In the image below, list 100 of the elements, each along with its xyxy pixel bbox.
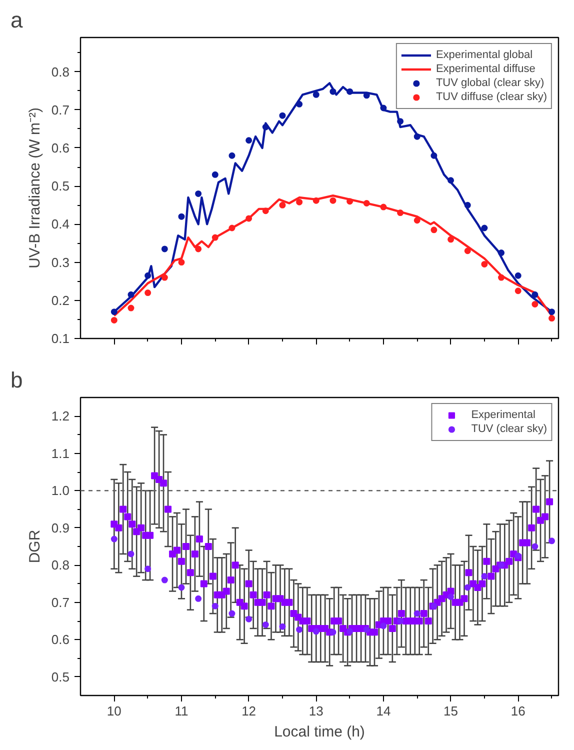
point <box>178 213 185 220</box>
y-tick-label: 0.1 <box>51 331 70 346</box>
point <box>161 274 168 281</box>
y-tick-label: 1.1 <box>51 446 70 461</box>
y-tick-label: 0.6 <box>51 632 70 648</box>
point <box>481 260 488 268</box>
point <box>195 595 202 602</box>
text: a <box>10 8 24 32</box>
point <box>498 250 505 256</box>
point <box>144 566 152 572</box>
point <box>262 208 269 214</box>
point <box>279 112 286 119</box>
legend-label: Experimental global <box>436 48 533 62</box>
point <box>380 204 387 210</box>
point <box>212 234 218 241</box>
point <box>128 291 134 298</box>
y-tick-label: 0.7 <box>51 102 70 118</box>
x-tick-label: 10 <box>106 704 122 718</box>
y-tick-label: 0.5 <box>51 669 70 684</box>
point <box>128 304 134 312</box>
text: b <box>10 368 23 392</box>
point <box>195 190 202 197</box>
point <box>346 88 354 95</box>
point <box>228 610 236 617</box>
point <box>161 576 168 584</box>
point <box>128 550 134 558</box>
y-axis-title: UV-B Irradiance (W m⁻²) <box>26 108 44 268</box>
point <box>144 290 152 296</box>
point <box>548 538 556 544</box>
legend-label: TUV global (clear sky) <box>436 76 544 90</box>
y-tick-label: 0.8 <box>51 558 70 573</box>
point <box>397 210 404 216</box>
point <box>514 288 522 294</box>
point <box>296 100 303 108</box>
y-tick-label: 0.3 <box>51 254 70 270</box>
y-axis-title: DGR <box>26 530 44 564</box>
point <box>532 291 538 298</box>
point <box>464 248 471 254</box>
point <box>397 618 404 624</box>
point <box>380 622 387 630</box>
point <box>312 197 320 204</box>
x-tick-label: 16 <box>510 704 526 718</box>
point <box>363 200 370 206</box>
point <box>414 133 420 140</box>
point <box>246 616 252 622</box>
point <box>346 628 354 635</box>
point <box>430 152 438 159</box>
point <box>330 197 336 204</box>
point <box>212 171 218 178</box>
point <box>246 215 252 222</box>
point <box>228 224 236 232</box>
point <box>312 628 320 635</box>
legend-label: Experimental <box>471 408 536 422</box>
point <box>448 236 454 243</box>
point <box>464 584 471 591</box>
point <box>346 198 354 205</box>
point <box>548 308 556 316</box>
point <box>110 536 118 542</box>
y-tick-label: 0.2 <box>51 292 70 308</box>
y-tick-label: 0.9 <box>51 520 70 536</box>
point <box>262 124 269 130</box>
point <box>178 584 185 591</box>
point <box>161 246 168 252</box>
point <box>498 274 505 281</box>
legend-label: TUV (clear sky) <box>471 422 547 436</box>
point <box>414 610 420 617</box>
y-tick-label: 1.0 <box>51 483 70 498</box>
point <box>296 626 303 633</box>
point <box>532 543 538 550</box>
point <box>481 573 488 580</box>
point <box>279 623 286 630</box>
point <box>228 152 236 159</box>
x-tick-label: 13 <box>308 704 324 718</box>
x-tick-label: 15 <box>444 704 458 718</box>
point <box>532 300 538 308</box>
point <box>178 259 185 266</box>
point <box>448 594 454 600</box>
x-tick-label: 12 <box>242 704 256 718</box>
point <box>481 224 488 232</box>
y-tick-label: 0.5 <box>51 178 70 194</box>
point <box>430 226 438 234</box>
y-tick-label: 0.7 <box>51 594 70 610</box>
point <box>246 137 252 144</box>
point <box>414 217 420 224</box>
legend-label: TUV diffuse (clear sky) <box>436 90 547 104</box>
point <box>279 202 286 208</box>
point <box>296 198 303 206</box>
point <box>262 621 269 628</box>
legend-label: Experimental diffuse <box>436 62 536 76</box>
point <box>397 118 404 125</box>
point <box>464 202 471 208</box>
point <box>110 308 118 316</box>
y-tick-label: 0.4 <box>51 216 70 232</box>
point <box>212 602 218 610</box>
point <box>330 628 336 636</box>
y-tick-label: 0.6 <box>51 140 70 156</box>
point <box>330 88 336 95</box>
point <box>548 315 556 322</box>
y-tick-label: 0.8 <box>51 64 70 80</box>
point <box>110 316 118 324</box>
